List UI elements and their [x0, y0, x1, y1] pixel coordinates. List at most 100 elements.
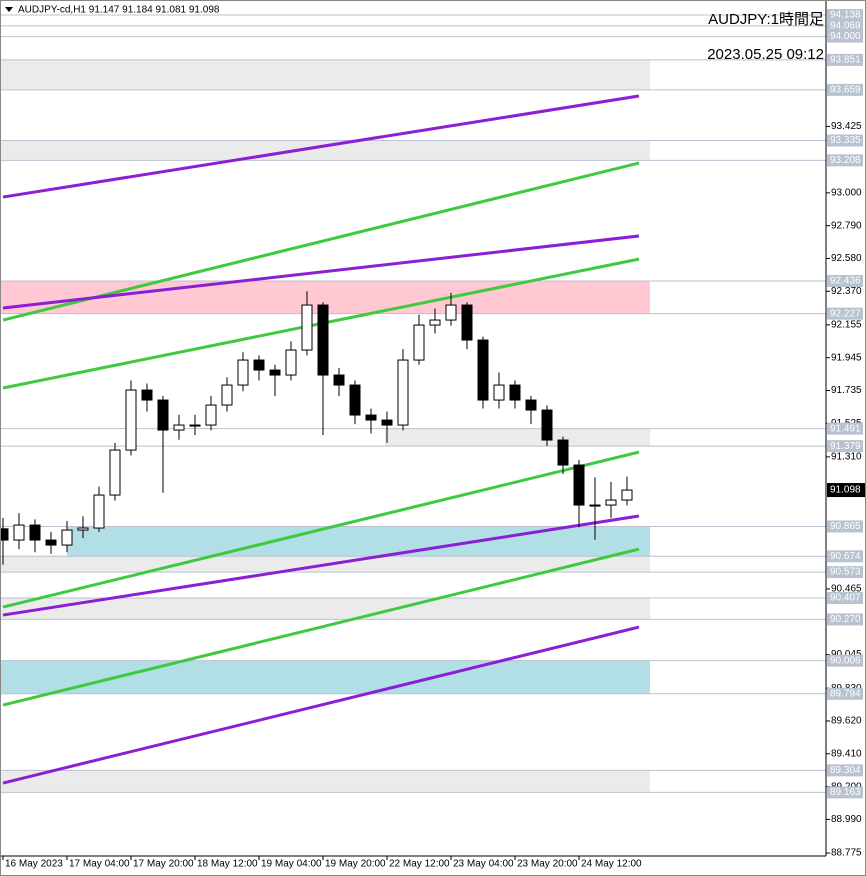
candle-body — [301, 304, 313, 351]
candle-body — [125, 389, 137, 451]
zones — [0, 59, 650, 793]
level-label-box — [827, 134, 863, 147]
trendline — [2, 94, 640, 199]
level-label-box — [827, 53, 863, 66]
y-tick-label: 93.000 — [831, 187, 862, 198]
y-tick-label: 92.155 — [831, 320, 862, 331]
level-label-box — [827, 307, 863, 320]
level-label: 89.163 — [830, 787, 861, 798]
candle-body — [29, 524, 41, 541]
candle-body — [333, 374, 345, 386]
candle-body — [541, 409, 553, 441]
level-label-box — [827, 566, 863, 579]
candle-body — [365, 414, 377, 421]
level-label-box — [827, 592, 863, 605]
level-label: 94.138 — [830, 10, 861, 21]
candle-body — [189, 424, 201, 427]
y-tick-label: 91.735 — [831, 385, 862, 396]
candle-body — [157, 399, 169, 431]
y-tick-label: 91.945 — [831, 352, 862, 363]
y-tick-label: 91.310 — [831, 452, 862, 463]
header-arrow — [5, 7, 13, 12]
zone — [385, 428, 650, 447]
candle-body — [237, 359, 249, 386]
candle-body — [477, 339, 489, 401]
level-label: 93.208 — [830, 155, 861, 166]
x-tick-label: 23 May 04:00 — [453, 859, 514, 870]
level-label: 94.000 — [830, 31, 861, 42]
candle-body — [61, 529, 73, 546]
level-label: 90.674 — [830, 551, 861, 562]
trendline — [2, 514, 640, 617]
level-label: 89.794 — [830, 688, 861, 699]
levels — [0, 14, 826, 793]
candle-body — [221, 384, 233, 406]
level-label-box — [827, 550, 863, 563]
y-tick-label: 92.370 — [831, 286, 862, 297]
candle-body — [589, 504, 601, 507]
x-tick-label: 17 May 20:00 — [133, 859, 194, 870]
candle-body — [93, 494, 105, 529]
candle-body — [45, 539, 57, 546]
candle-body — [141, 389, 153, 401]
y-tick-label: 93.425 — [831, 121, 862, 132]
candle-body — [461, 304, 473, 341]
candle-body — [445, 304, 457, 321]
level-label: 92.436 — [830, 276, 861, 287]
trendline — [2, 547, 640, 707]
last-price-label: 91.098 — [830, 485, 861, 496]
candle-body — [269, 369, 281, 376]
x-tick-label: 23 May 20:00 — [517, 859, 578, 870]
candle-body — [493, 384, 505, 401]
x-tick-label: 19 May 04:00 — [261, 859, 322, 870]
level-label: 90.270 — [830, 614, 861, 625]
y-tick-label: 88.990 — [831, 814, 862, 825]
candle-body — [429, 319, 441, 326]
y-tick-label: 89.410 — [831, 748, 862, 759]
level-label-box — [827, 9, 863, 22]
candle-body — [605, 499, 617, 506]
level-label: 90.006 — [830, 655, 861, 666]
candle-body — [253, 359, 265, 371]
level-label-box — [827, 687, 863, 700]
level-label: 91.379 — [830, 441, 861, 452]
level-label: 90.865 — [830, 521, 861, 532]
level-label-box — [827, 440, 863, 453]
candle-body — [381, 419, 393, 426]
trendline — [2, 161, 640, 322]
x-tick-label: 18 May 12:00 — [197, 859, 258, 870]
level-label: 90.407 — [830, 593, 861, 604]
trendline — [2, 234, 640, 310]
zone — [0, 770, 650, 793]
candle-body — [285, 349, 297, 376]
candle-body — [173, 424, 185, 431]
candle-body — [0, 528, 9, 541]
level-label-box — [827, 154, 863, 167]
level-label-box — [827, 83, 863, 96]
candle-body — [621, 489, 633, 501]
x-tick-label: 17 May 04:00 — [69, 859, 130, 870]
x-tick-label: 16 May 2023 — [5, 859, 63, 870]
level-label: 94.069 — [830, 20, 861, 31]
trendline — [2, 625, 640, 785]
level-label-box — [827, 764, 863, 777]
candle-body — [397, 359, 409, 426]
level-label: 93.851 — [830, 55, 861, 66]
level-label-box — [827, 19, 863, 32]
y-tick-label: 92.790 — [831, 220, 862, 231]
candles — [0, 291, 633, 565]
level-label-box — [827, 654, 863, 667]
y-tick-label: 90.465 — [831, 584, 862, 595]
level-label-box — [827, 786, 863, 799]
level-label-box — [827, 520, 863, 533]
candle-body — [509, 384, 521, 401]
y-tick-label: 88.775 — [831, 848, 862, 859]
annotation: AUDJPY:1時間足 — [708, 11, 824, 28]
x-tick-label: 24 May 12:00 — [581, 859, 642, 870]
level-label-box — [827, 30, 863, 43]
level-label: 92.227 — [830, 308, 861, 319]
level-label-box — [827, 422, 863, 435]
annotation: 2023.05.25 09:12 — [707, 46, 824, 63]
